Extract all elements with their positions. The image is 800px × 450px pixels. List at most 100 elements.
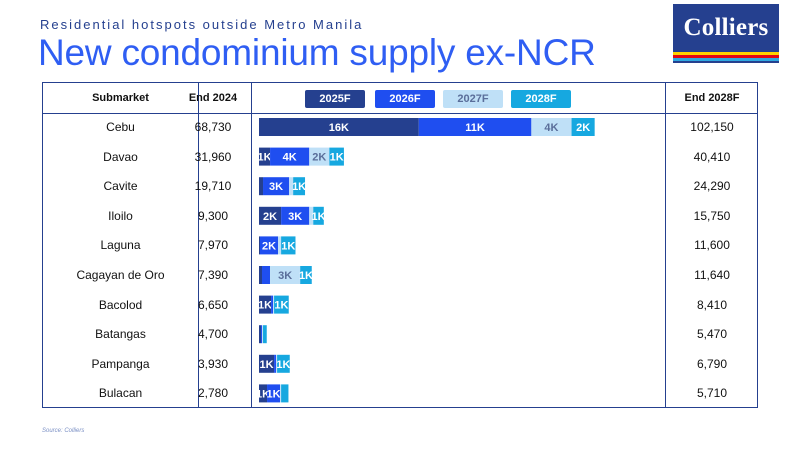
bar-segment-2028f xyxy=(313,206,324,225)
logo-text: Colliers xyxy=(683,14,769,41)
bar-segment-2028f xyxy=(281,236,296,255)
submarket-name: Cavite xyxy=(103,179,138,194)
bar-segment-2026f xyxy=(262,266,271,284)
bar-segment-2025f xyxy=(259,354,275,373)
column-divider xyxy=(665,83,666,407)
header-end-2028: End 2028F xyxy=(684,92,740,104)
bar-label: 1K xyxy=(276,359,290,371)
bar-segment-2028f xyxy=(571,118,595,136)
bar-label: 2K xyxy=(262,240,276,252)
bar-segment-2028f xyxy=(329,147,344,166)
header-end-2024: End 2024 xyxy=(188,92,238,104)
bar-label: 3K xyxy=(269,181,283,193)
bar-segment-2026f xyxy=(281,206,310,225)
logo-stripe-blue xyxy=(673,58,779,61)
bar-segment-2025f xyxy=(259,177,264,196)
bar-label: 2K xyxy=(576,122,590,134)
end-2028-value: 5,470 xyxy=(696,327,728,342)
end-2024-value: 31,960 xyxy=(194,149,232,164)
end-2024-value: 19,710 xyxy=(194,179,232,194)
page-title: New condominium supply ex-NCR xyxy=(38,32,596,73)
end-2028-value: 102,150 xyxy=(690,120,734,134)
submarket-name: Bacolod xyxy=(98,297,143,312)
submarket-name: Cagayan de Oro xyxy=(76,268,165,282)
bar-segment-2026f xyxy=(418,118,532,136)
bar-segment-2027f xyxy=(278,236,282,255)
bar-segment-2025f xyxy=(259,295,272,314)
bar-segment-2025f xyxy=(259,206,282,225)
legend-2025f: 2025F xyxy=(305,90,365,108)
legend-2027f: 2027F xyxy=(443,90,503,108)
bar-segment-2028f xyxy=(300,266,312,284)
end-2028-value: 40,410 xyxy=(693,149,731,164)
bar-label: 1K xyxy=(267,388,281,400)
bar-segment-2028f xyxy=(263,325,267,344)
source-note: Source: Colliers xyxy=(42,428,85,434)
column-divider xyxy=(198,83,199,407)
header-divider xyxy=(43,113,757,114)
end-2024-value: 4,700 xyxy=(197,327,229,342)
end-2024-value: 9,300 xyxy=(197,208,229,223)
bar-segment-2027f xyxy=(276,354,278,373)
bar-label: 16K xyxy=(329,122,349,134)
bar-segment-2027f xyxy=(531,118,572,136)
bar-segment-2028f xyxy=(274,295,289,314)
bar-segment-2027f xyxy=(289,177,294,196)
end-2028-value: 11,600 xyxy=(694,238,730,253)
bar-label: 3K xyxy=(288,211,302,223)
bar-label: 1K xyxy=(260,359,274,371)
bar-segment-2027f xyxy=(309,206,314,225)
bar-label: 4K xyxy=(544,122,558,134)
submarket-name: Bulacan xyxy=(98,386,143,401)
bar-label: 1K xyxy=(256,388,270,400)
end-2028-value: 5,710 xyxy=(696,386,728,401)
bar-segment-2028f xyxy=(293,177,306,196)
bar-label: 1K xyxy=(274,300,288,312)
bar-segment-2025f xyxy=(259,325,262,344)
end-2028-value: 24,290 xyxy=(693,179,731,194)
bar-segment-2027f xyxy=(270,266,301,284)
bar-segment-2026f xyxy=(267,384,281,403)
logo-stripe-yellow xyxy=(673,52,779,55)
bar-label: 3K xyxy=(278,270,292,282)
logo-stripe-red xyxy=(673,55,779,58)
header-submarket: Submarket xyxy=(92,92,149,104)
eyebrow-subtitle: Residential hotspots outside Metro Manil… xyxy=(40,17,364,32)
submarket-name: Cebu xyxy=(106,120,135,134)
end-2028-value: 15,750 xyxy=(693,208,731,223)
supply-table: Submarket End 2024 End 2028F 2025F 2026F… xyxy=(42,82,758,408)
end-2024-value: 68,730 xyxy=(194,120,232,134)
bar-segment-2027f xyxy=(273,295,275,314)
bar-segment-2026f xyxy=(261,325,263,344)
legend-2026f: 2026F xyxy=(375,90,435,108)
end-2024-value: 7,390 xyxy=(197,268,229,282)
colliers-logo: Colliers xyxy=(673,4,779,63)
bar-segment-2025f xyxy=(259,147,271,166)
bar-label: 1K xyxy=(330,152,344,164)
bar-label: 4K xyxy=(283,152,297,164)
bar-segment-2026f xyxy=(270,147,310,166)
legend-2028f: 2028F xyxy=(511,90,571,108)
bar-label: 2K xyxy=(312,152,326,164)
bar-label: 1K xyxy=(258,300,272,312)
bar-segment-2025f xyxy=(259,266,263,284)
submarket-name: Pampanga xyxy=(91,356,150,371)
end-2028-value: 8,410 xyxy=(696,297,728,312)
submarket-name: Laguna xyxy=(100,238,141,253)
bar-segment-2025f xyxy=(259,236,260,255)
bar-label: 1K xyxy=(312,211,326,223)
bar-segment-2027f xyxy=(309,147,330,166)
end-2024-value: 2,780 xyxy=(197,386,229,401)
submarket-name: Iloilo xyxy=(108,208,133,223)
end-2024-value: 7,970 xyxy=(197,238,229,253)
bar-segment-2025f xyxy=(259,384,268,403)
bar-segment-2027f xyxy=(280,384,282,403)
submarket-name: Batangas xyxy=(95,327,146,342)
bar-label: 1K xyxy=(299,270,313,282)
bar-label: 11K xyxy=(465,122,485,134)
bar-segment-2028f xyxy=(281,384,289,403)
bar-segment-2028f xyxy=(277,354,290,373)
bar-label: 1K xyxy=(257,152,271,164)
bar-segment-2026f xyxy=(263,177,290,196)
